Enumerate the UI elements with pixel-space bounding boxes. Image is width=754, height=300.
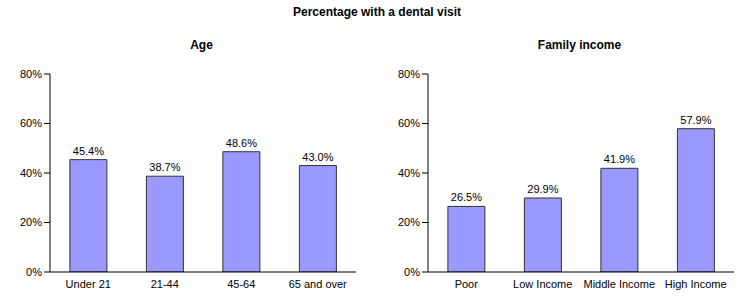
svg-text:57.9%: 57.9% <box>680 114 711 126</box>
html-text:Percentage with a dental visit: Percentage with a dental visit <box>293 5 461 19</box>
svg-text:40%: 40% <box>20 167 42 179</box>
svg-text:48.6%: 48.6% <box>226 137 257 149</box>
svg-text:43.0%: 43.0% <box>302 151 333 163</box>
svg-text:20%: 20% <box>20 216 42 228</box>
svg-text:0%: 0% <box>404 266 420 278</box>
svg-text:80%: 80% <box>20 68 42 80</box>
svg-text:26.5%: 26.5% <box>451 191 482 203</box>
svg-text:40%: 40% <box>398 167 420 179</box>
svg-text:Low Income: Low Income <box>513 278 572 290</box>
svg-text:Poor: Poor <box>455 278 479 290</box>
svg-text:29.9%: 29.9% <box>527 183 558 195</box>
svg-text:41.9%: 41.9% <box>604 153 635 165</box>
svg-text:Under 21: Under 21 <box>66 278 111 290</box>
html-text:Family income: Family income <box>537 38 622 52</box>
svg-text:38.7%: 38.7% <box>149 161 180 173</box>
svg-text:65 and over: 65 and over <box>289 278 347 290</box>
svg-text:60%: 60% <box>20 117 42 129</box>
svg-text:Middle Income: Middle Income <box>583 278 655 290</box>
svg-text:0%: 0% <box>26 266 42 278</box>
svg-text:45-64: 45-64 <box>227 278 255 290</box>
svg-text:45.4%: 45.4% <box>73 145 104 157</box>
svg-text:20%: 20% <box>398 216 420 228</box>
svg-text:21-44: 21-44 <box>151 278 179 290</box>
svg-text:60%: 60% <box>398 117 420 129</box>
html-text:Age: Age <box>190 38 213 52</box>
svg-text:80%: 80% <box>398 68 420 80</box>
svg-text:High Income: High Income <box>665 278 727 290</box>
